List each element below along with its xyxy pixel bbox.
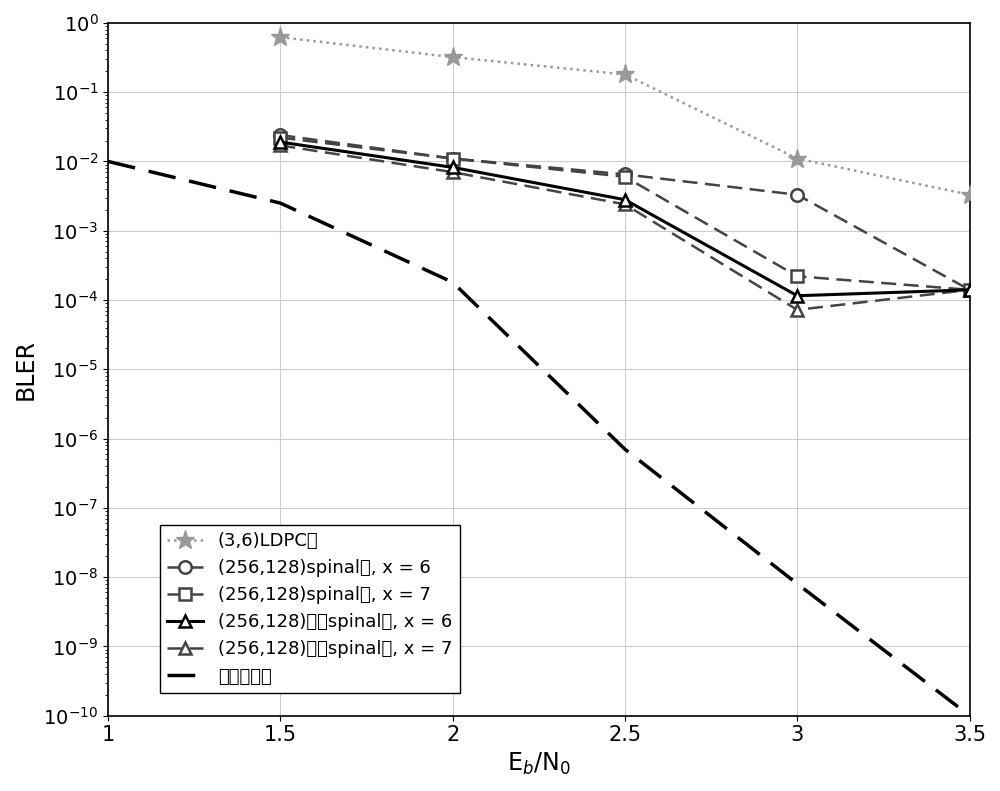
Legend: (3,6)LDPC码, (256,128)spinal码, x = 6, (256,128)spinal码, x = 7, (256,128)级联spinal码: (3,6)LDPC码, (256,128)spinal码, x = 6, (25… bbox=[160, 525, 460, 693]
X-axis label: E$_b$/N$_0$: E$_b$/N$_0$ bbox=[507, 751, 571, 777]
Y-axis label: BLER: BLER bbox=[14, 339, 38, 399]
